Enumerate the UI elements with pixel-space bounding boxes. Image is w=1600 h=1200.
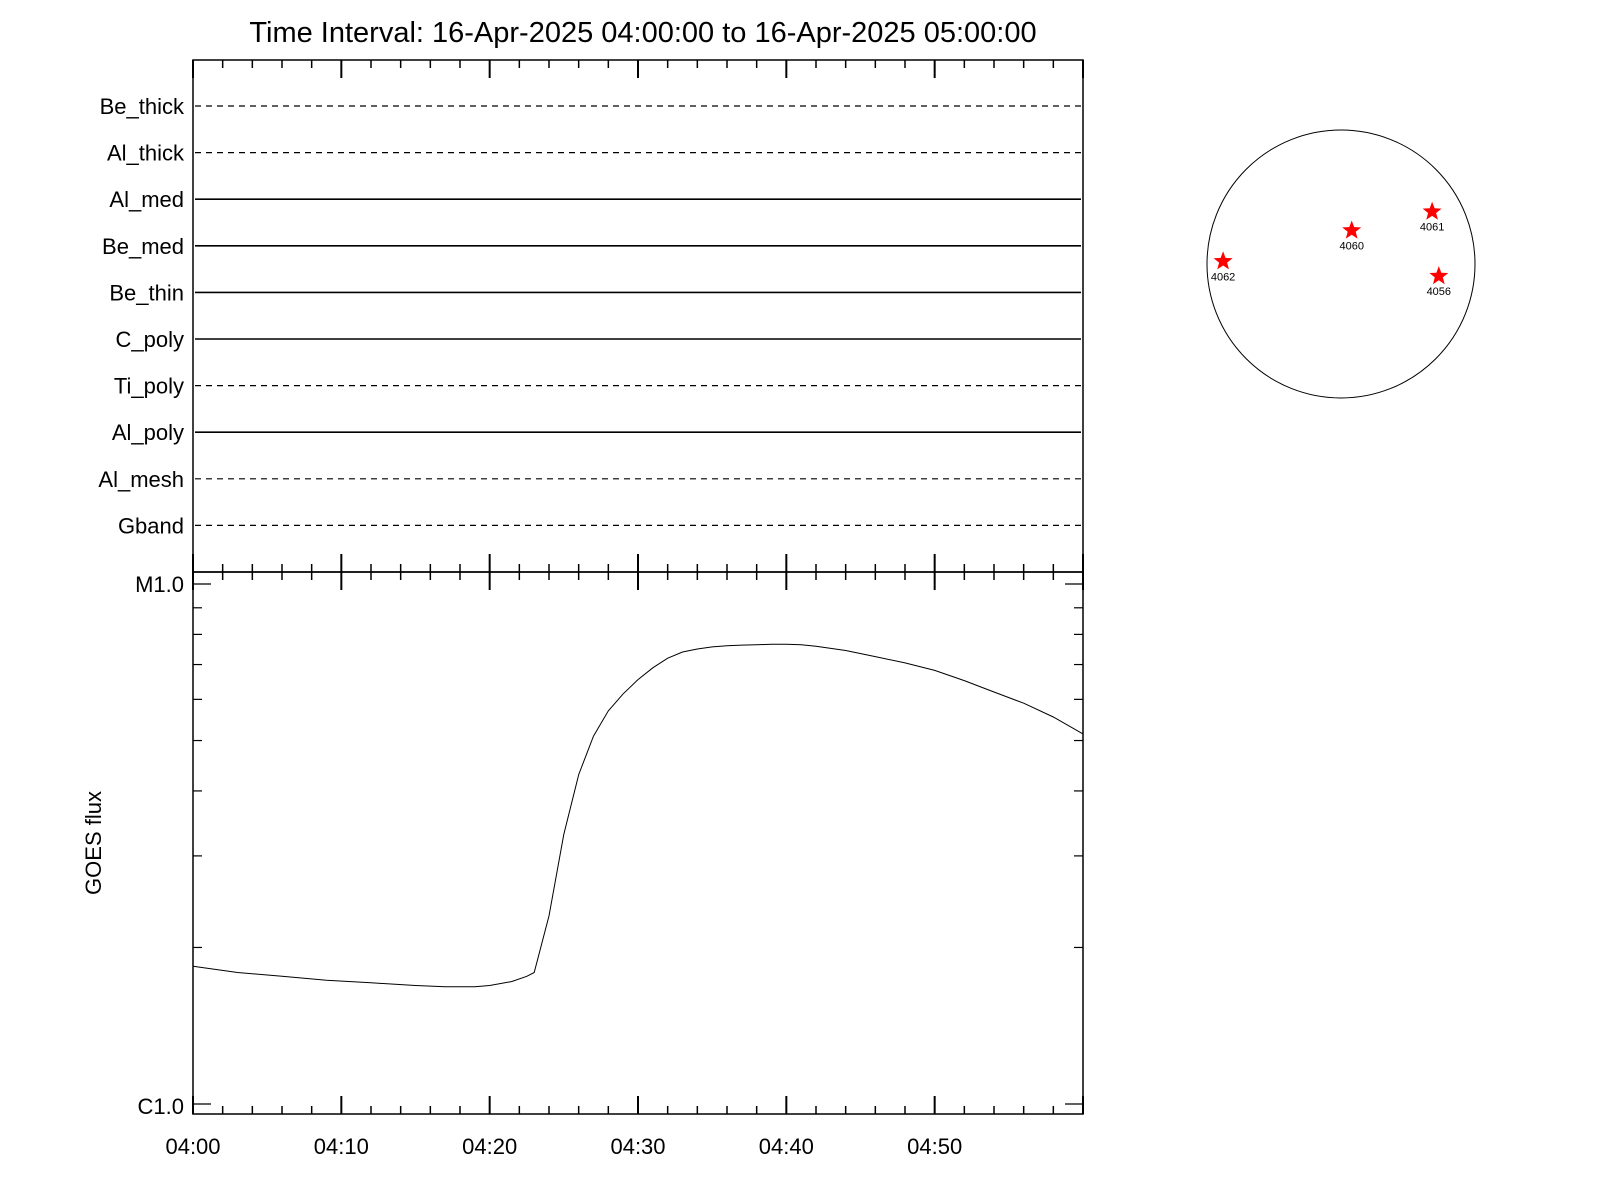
filter-row-label: Al_poly [112, 420, 184, 445]
goes-panel-frame [192, 571, 1084, 1115]
x-tick-label: 04:40 [759, 1134, 814, 1159]
filter-row-label: Al_mesh [98, 467, 184, 492]
active-region-label: 4061 [1420, 222, 1444, 234]
active-region-marker [1422, 201, 1442, 220]
x-tick-label: 04:30 [610, 1134, 665, 1159]
x-tick-label: 04:00 [165, 1134, 220, 1159]
goes-flux-panel: M1.0 C1.0 GOES flux 04:00 04:10 04:20 04:30… [81, 571, 1084, 1159]
filter-row-label: Be_med [102, 234, 184, 259]
chart-title: Time Interval: 16-Apr-2025 04:00:00 to 1… [249, 17, 1036, 49]
active-region-label: 4062 [1211, 271, 1235, 283]
active-region-marker [1342, 220, 1362, 239]
filter-row-label: Be_thick [100, 94, 185, 119]
x-tick-label: 04:20 [462, 1134, 517, 1159]
filter-panel-frame [192, 59, 1084, 573]
active-region-label: 4056 [1427, 286, 1451, 298]
filter-row-label: Al_med [109, 187, 184, 212]
goes-ytick-top: M1.0 [135, 572, 184, 597]
filter-row-label: C_poly [116, 327, 184, 352]
filter-timeline-panel: Be_thick Al_thick Al_med Be_med Be_thin C_pol… [98, 59, 1084, 573]
x-tick-label: 04:50 [907, 1134, 962, 1159]
filter-row-label: Ti_poly [114, 374, 184, 399]
solar-disk-outline [1206, 129, 1476, 399]
filter-row-label: Gband [118, 513, 184, 538]
goes-ylabel: GOES flux [81, 791, 106, 895]
solar-disk: 4060 4061 4056 4062 [1206, 129, 1476, 399]
x-tick-label: 04:10 [314, 1134, 369, 1159]
filter-row-label: Al_thick [107, 141, 185, 166]
filter-row-label: Be_thin [109, 280, 184, 305]
goes-ytick-bottom: C1.0 [138, 1094, 184, 1119]
active-region-label: 4060 [1339, 241, 1363, 253]
active-region-marker [1213, 251, 1233, 270]
goes-flux-curve [192, 643, 1084, 988]
active-region-marker [1429, 266, 1449, 285]
